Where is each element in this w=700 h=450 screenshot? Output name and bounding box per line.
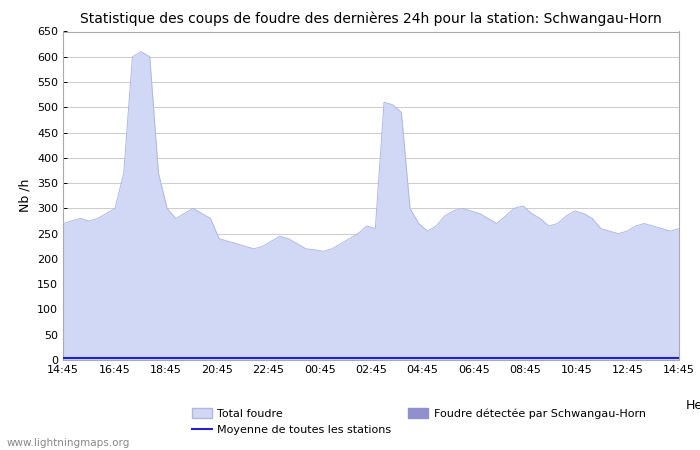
Title: Statistique des coups de foudre des dernières 24h pour la station: Schwangau-Hor: Statistique des coups de foudre des dern…	[80, 12, 662, 26]
Text: www.lightningmaps.org: www.lightningmaps.org	[7, 438, 130, 448]
Text: Heure: Heure	[686, 399, 700, 412]
Legend: Total foudre, Moyenne de toutes les stations, Foudre détectée par Schwangau-Horn: Total foudre, Moyenne de toutes les stat…	[192, 408, 645, 435]
Y-axis label: Nb /h: Nb /h	[18, 179, 32, 212]
